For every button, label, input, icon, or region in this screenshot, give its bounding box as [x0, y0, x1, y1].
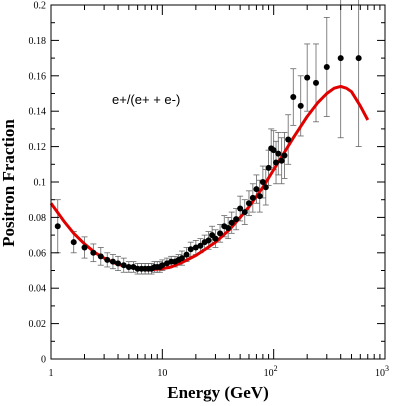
annotation-label: e+/(e+ + e-)	[112, 92, 180, 107]
plot-frame	[50, 4, 386, 360]
data-point	[104, 256, 111, 263]
data-point	[228, 219, 235, 226]
y-tick-label: 0.14	[29, 107, 47, 118]
data-point	[178, 255, 185, 262]
x-tick-label: 10	[157, 368, 167, 379]
y-tick-label: 0.08	[29, 213, 47, 224]
data-point	[183, 251, 190, 258]
data-point	[323, 63, 330, 70]
data-point	[312, 79, 319, 86]
data-point	[249, 194, 256, 201]
data-point	[54, 223, 61, 230]
y-tick-label: 0.12	[29, 142, 47, 153]
data-point	[187, 246, 194, 253]
data-point	[90, 249, 97, 256]
data-point	[304, 74, 311, 81]
data-point	[205, 237, 212, 244]
data-point	[217, 230, 224, 237]
data-point	[256, 193, 263, 200]
y-tick-label: 0	[41, 355, 46, 366]
data-point	[241, 209, 248, 216]
x-tick-label: 102	[264, 364, 278, 379]
data-point	[270, 147, 277, 154]
data-point	[109, 258, 116, 265]
tick-labels: 0 0.02 0.04 0.06 0.08 0.1 0.12 0.14 0.16 0.18 0.2 1…	[29, 1, 390, 380]
data-point	[97, 253, 104, 260]
data-point	[115, 260, 122, 267]
plot-area	[49, 0, 370, 275]
data-point	[275, 150, 282, 157]
y-tick-label: 0.2	[34, 1, 47, 12]
data-point	[265, 164, 272, 171]
data-point	[355, 55, 362, 62]
x-tick-label: 103	[375, 364, 389, 379]
data-point	[192, 244, 199, 251]
y-tick-label: 0.02	[29, 319, 47, 330]
data-point	[281, 152, 288, 159]
data-point	[212, 235, 219, 242]
data-point	[70, 239, 77, 246]
y-tick-label: 0.1	[34, 178, 47, 189]
data-point	[259, 179, 266, 185]
data-point	[290, 94, 297, 101]
data-point	[337, 55, 344, 62]
y-tick-label: 0.04	[29, 284, 47, 295]
y-tick-label: 0.18	[29, 36, 47, 47]
data-point	[285, 136, 292, 143]
data-point	[278, 157, 285, 164]
data-point	[159, 262, 166, 269]
data-point	[233, 216, 240, 223]
y-tick-label: 0.06	[29, 248, 47, 259]
data-point	[237, 205, 244, 212]
x-tick-label: 1	[49, 368, 54, 379]
data-point	[197, 242, 204, 249]
data-point	[245, 200, 252, 207]
data-point	[297, 102, 304, 109]
y-tick-label: 0.16	[29, 71, 47, 82]
axis-ticks	[50, 4, 385, 360]
y-axis-title: Positron Fraction	[0, 119, 18, 247]
data-point	[262, 184, 269, 191]
data-point	[253, 186, 260, 193]
data-point	[225, 225, 232, 232]
data-point	[81, 244, 88, 251]
data-point	[120, 262, 127, 269]
data-point	[125, 263, 132, 270]
x-axis-title: Energy (GeV)	[167, 383, 269, 402]
data-point	[273, 159, 280, 166]
